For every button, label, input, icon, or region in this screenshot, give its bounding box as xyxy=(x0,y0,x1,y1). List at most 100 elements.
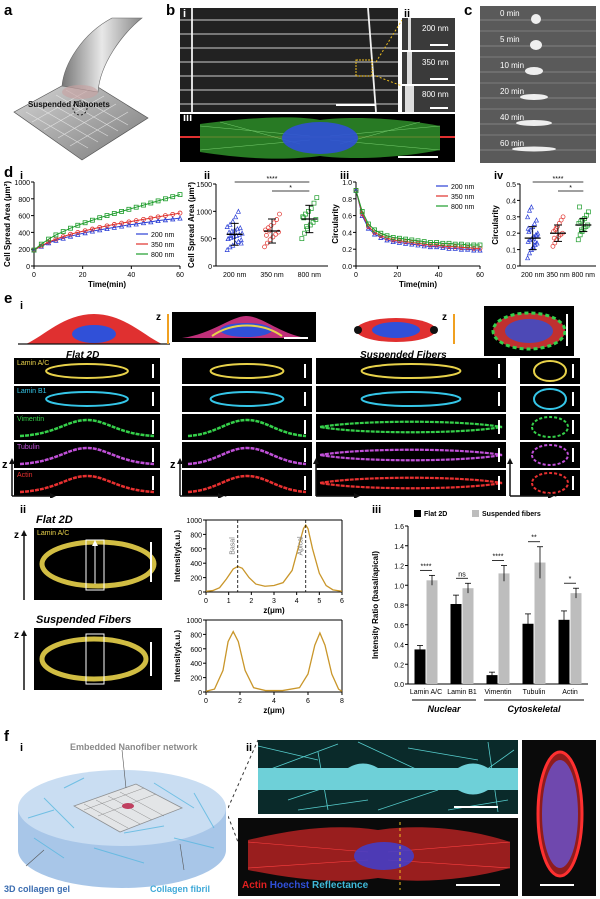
data-point xyxy=(353,187,359,193)
channel-label: Actin xyxy=(17,472,33,479)
data-point xyxy=(68,231,73,237)
data-point xyxy=(277,211,282,217)
legend-actin: Actin xyxy=(242,880,267,891)
y-tick-label: 200 xyxy=(18,247,30,254)
data-point xyxy=(403,239,408,245)
x-category-label: 350 nm xyxy=(260,272,284,279)
x-tick-label: 0 xyxy=(354,272,358,279)
f-ii-scalebar xyxy=(456,884,500,886)
svg-text:z: z xyxy=(14,630,19,641)
panel-c-time-lapse: 0 min 5 min 10 min 20 min 40 min 60 min xyxy=(480,6,596,163)
data-point xyxy=(308,206,314,211)
y-tick-label: 0.8 xyxy=(394,603,404,610)
legend-swatch xyxy=(414,510,421,517)
data-point xyxy=(304,224,309,229)
chart-d-iv-circularity-dots: 0.0 0.1 0.2 0.3 0.4 0.5 Circularity 200 nm 350 n… xyxy=(491,176,596,279)
c-time-lapse-svg xyxy=(480,14,596,152)
svg-text:z: z xyxy=(442,312,447,323)
bar xyxy=(450,604,462,684)
e-ii-z-arrow-1: z xyxy=(14,530,27,600)
y-tick-label: 600 xyxy=(190,547,202,554)
data-point xyxy=(446,240,452,246)
profile-line xyxy=(205,523,343,592)
channel-image-actin-4 xyxy=(520,470,580,496)
b-iii-cell-svg xyxy=(180,117,455,159)
x-tick-label: 60 xyxy=(476,272,484,279)
x-tick-label: 5 xyxy=(317,598,321,605)
y-tick-label: 800 xyxy=(190,632,202,639)
data-point xyxy=(409,237,415,243)
data-point xyxy=(301,215,307,221)
y-axis-label: Circularity xyxy=(491,205,500,245)
x-axis-label: z(μm) xyxy=(263,606,285,615)
panel-label-d: d xyxy=(4,164,14,181)
data-point xyxy=(235,208,241,214)
x-tick-label: 2 xyxy=(238,698,242,705)
legend-hoechst: Hoechst xyxy=(269,880,310,891)
data-point xyxy=(314,195,320,201)
data-point xyxy=(270,234,276,240)
panel-d-i-label: i xyxy=(20,170,24,182)
data-point xyxy=(477,242,483,248)
e-i-channel-grid: Lamin A/C Lamin B1 Vimentin Tubulin Actin xyxy=(14,358,600,508)
significance-label: ** xyxy=(531,535,537,542)
panel-f-ii-label: ii xyxy=(246,742,253,754)
data-point xyxy=(428,242,433,248)
data-point xyxy=(237,224,243,231)
xz-axis-glyph-flat: z x xyxy=(2,458,60,498)
x-category-label: Actin xyxy=(562,689,578,696)
y-tick-label: 1500 xyxy=(196,182,212,189)
x-tick-label: 8 xyxy=(340,698,344,705)
channel-image-vimentin-3 xyxy=(316,414,506,440)
x-tick-label: 20 xyxy=(79,272,87,279)
y-tick-label: 800 xyxy=(190,532,202,539)
data-point xyxy=(90,217,95,223)
y-axis-label: Circularity xyxy=(331,204,340,244)
nanonet-device-svg xyxy=(13,17,149,161)
data-point xyxy=(390,237,396,243)
x-tick-label: 60 xyxy=(176,272,184,279)
data-point xyxy=(148,215,154,221)
yz-axis-glyph-susp: z y xyxy=(500,458,558,498)
f-collagen-fibril-label: Collagen fibril xyxy=(150,884,211,894)
data-point xyxy=(458,245,464,250)
y-tick-label: 0.2 xyxy=(394,662,404,669)
data-point xyxy=(366,221,371,227)
y-tick-label: 0.4 xyxy=(342,230,352,237)
bar xyxy=(570,593,582,684)
suspended-cell-schematic: z xyxy=(354,312,455,344)
f-embedded-nanofiber-label: Embedded Nanofiber network xyxy=(70,742,198,752)
x-tick-label: 0 xyxy=(204,698,208,705)
y-tick-label: 1000 xyxy=(186,618,202,625)
y-tick-label: 1.0 xyxy=(342,180,352,187)
panel-b-ii-label: ii xyxy=(404,8,411,20)
data-point xyxy=(262,244,267,250)
data-point xyxy=(111,211,117,216)
data-point xyxy=(228,232,234,238)
data-point xyxy=(526,250,533,256)
channel-image-vimentin-2 xyxy=(182,414,312,440)
xz-axis-glyph-susp: z x xyxy=(306,458,364,498)
channel-image-lamin-a-c-3 xyxy=(316,358,506,384)
y-tick-label: 1000 xyxy=(14,180,30,187)
x-tick-label: 0 xyxy=(204,598,208,605)
panel-b-i-label: i xyxy=(183,8,187,20)
f-i-collagen-gel-schematic xyxy=(18,749,226,888)
panel-b-iii-cell-fluorescence: iii xyxy=(180,114,455,162)
y-tick-label: 0.4 xyxy=(394,643,404,650)
legend-label: 200 nm xyxy=(451,184,475,191)
axis-z-3: z xyxy=(306,459,312,471)
data-point xyxy=(53,237,59,243)
profile-line xyxy=(205,630,343,692)
group-label: Nuclear xyxy=(427,704,461,714)
legend-reflectance: Reflectance xyxy=(312,880,369,891)
y-axis-label: Cell Spread Area (μm²) xyxy=(187,182,196,268)
e-ii-lamin-label-1: Lamin A/C xyxy=(37,530,70,537)
x-tick-label: 0 xyxy=(32,272,36,279)
panel-e-i-label: i xyxy=(20,300,24,312)
panel-d-ii-label: ii xyxy=(204,170,211,182)
bar xyxy=(426,580,438,684)
data-point xyxy=(440,243,446,249)
x-category-label: 800 nm xyxy=(298,272,322,279)
x-tick-label: 20 xyxy=(393,272,401,279)
